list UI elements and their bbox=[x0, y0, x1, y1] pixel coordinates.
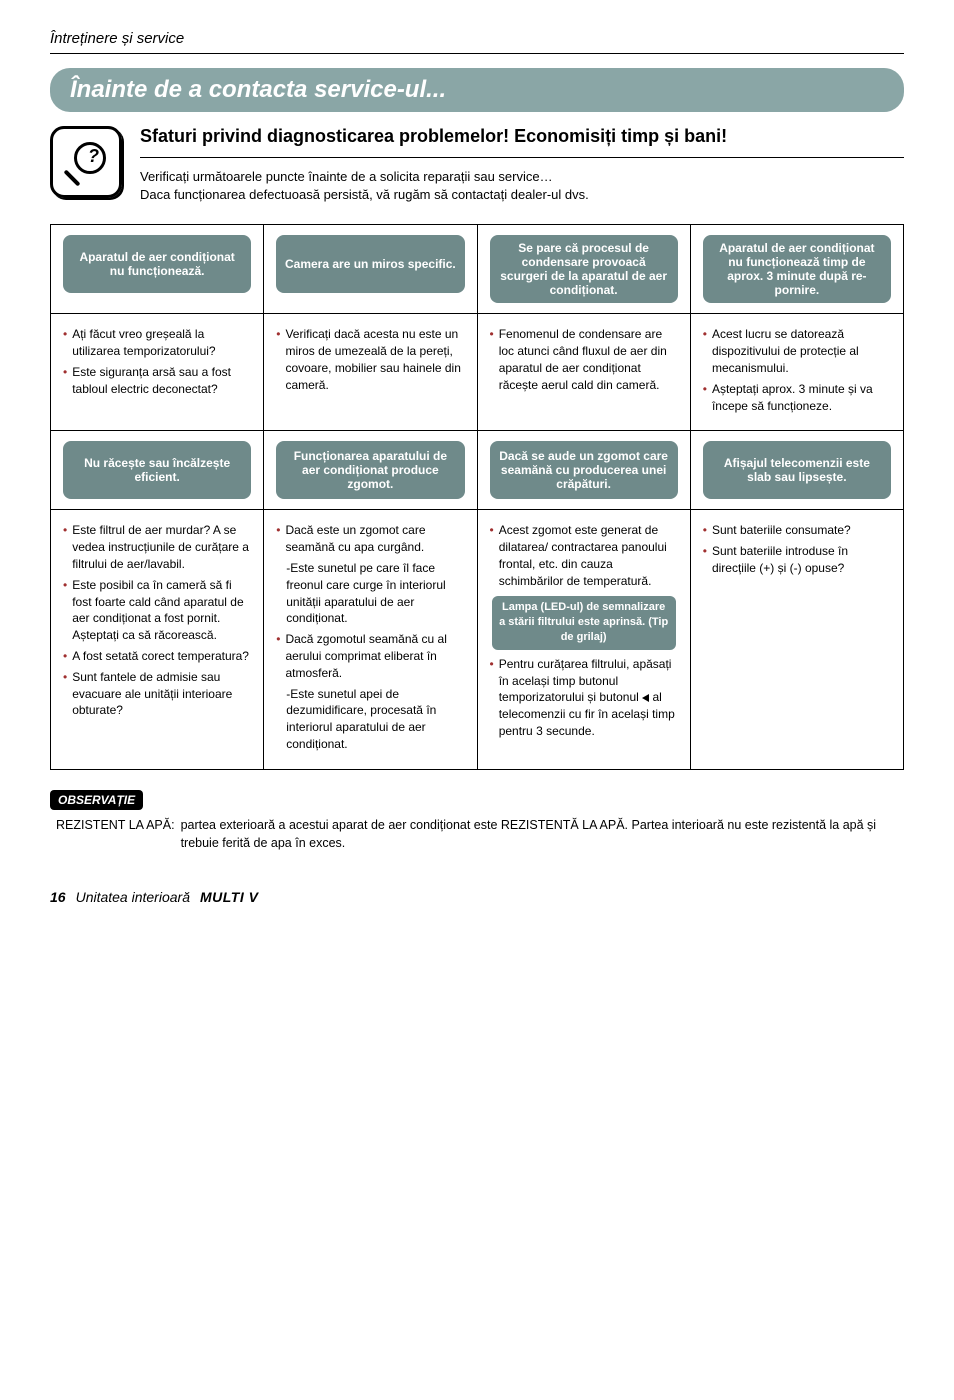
issue-header: Camera are un miros specific. bbox=[276, 235, 464, 293]
help-magnifier-icon: ? bbox=[50, 126, 122, 198]
issue-header: Dacă se aude un zgomot care seamănă cu p… bbox=[490, 441, 678, 499]
issue-item: Ați făcut vreo greșeală la utilizarea te… bbox=[72, 326, 251, 360]
lead-title: Sfaturi privind diagnosticarea problemel… bbox=[140, 126, 904, 158]
bullet-dot: • bbox=[703, 543, 707, 577]
lead-section: ? Sfaturi privind diagnosticarea problem… bbox=[50, 126, 904, 204]
issue-item: Sunt bateriile introduse în direcțiile (… bbox=[712, 543, 891, 577]
issue-header: Nu răcește sau încălzește eficient. bbox=[63, 441, 251, 499]
page-number: 16 bbox=[50, 889, 66, 905]
issue-item: Este filtrul de aer murdar? A se vedea i… bbox=[72, 522, 251, 572]
bullet-dot: • bbox=[63, 522, 67, 572]
footer-text: Unitatea interioară bbox=[76, 889, 190, 905]
issue-item: Este posibil ca în cameră să fi fost foa… bbox=[72, 577, 251, 644]
issue-header: Afișajul telecomenzii este slab sau lips… bbox=[703, 441, 891, 499]
issue-header: Funcționarea aparatului de aer condițion… bbox=[276, 441, 464, 499]
bullet-dot: • bbox=[703, 326, 707, 376]
issue-header: Aparatul de aer condiționat nu funcțione… bbox=[63, 235, 251, 293]
title-bar-text: Înainte de a contacta service-ul... bbox=[70, 76, 446, 103]
issue-body: •Acest lucru se datorează dispozitivului… bbox=[699, 324, 895, 420]
issue-item: Așteptați aprox. 3 minute și va începe s… bbox=[712, 381, 891, 415]
issue-item: Verificați dacă acesta nu este un miros … bbox=[285, 326, 464, 393]
bullet-dot: • bbox=[63, 364, 67, 398]
issue-item: Dacă este un zgomot care seamănă cu apa … bbox=[285, 522, 464, 556]
issue-header: Se pare că procesul de condensare provoa… bbox=[490, 235, 678, 303]
issue-body: •Este filtrul de aer murdar? A se vedea … bbox=[59, 520, 255, 725]
bullet-dot: • bbox=[63, 648, 67, 665]
issue-body: •Verificați dacă acesta nu este un miros… bbox=[272, 324, 468, 399]
title-bar: Înainte de a contacta service-ul... bbox=[50, 68, 904, 112]
issue-item: Sunt bateriile consumate? bbox=[712, 522, 891, 539]
bullet-dot: • bbox=[490, 326, 494, 393]
bullet-dot: • bbox=[490, 656, 494, 740]
issue-item: -Este sunetul apei de dezumidificare, pr… bbox=[286, 686, 464, 753]
issue-item: Acest lucru se datorează dispozitivului … bbox=[712, 326, 891, 376]
issue-body: •Dacă este un zgomot care seamănă cu apa… bbox=[272, 520, 468, 758]
issue-header: Aparatul de aer condiționat nu funcțione… bbox=[703, 235, 891, 303]
note-entry-text: partea exterioară a acestui aparat de ae… bbox=[181, 816, 904, 854]
triangle-left-icon bbox=[642, 694, 649, 702]
lead-desc-1: Verificați următoarele puncte înainte de… bbox=[140, 168, 904, 186]
bullet-dot: • bbox=[276, 522, 280, 556]
bullet-dot: • bbox=[276, 326, 280, 393]
issue-body: •Sunt bateriile consumate?•Sunt bateriil… bbox=[699, 520, 895, 582]
bullet-dot: • bbox=[703, 522, 707, 539]
issue-body: •Fenomenul de condensare are loc atunci … bbox=[486, 324, 682, 399]
lead-desc-2: Daca funcționarea defectuoasă persistă, … bbox=[140, 186, 904, 204]
note-section: OBSERVAȚIE REZISTENT LA APĂ: partea exte… bbox=[50, 790, 904, 854]
bullet-dot: • bbox=[63, 326, 67, 360]
sub-issue-header: Lampa (LED-ul) de semnalizare a stării f… bbox=[492, 596, 676, 650]
issue-item: Este siguranța arsă sau a fost tabloul e… bbox=[72, 364, 251, 398]
page-header: Întreținere și service bbox=[50, 30, 904, 54]
issue-item: Pentru curățarea filtrului, apăsați în a… bbox=[499, 656, 678, 740]
bullet-dot: • bbox=[63, 669, 67, 719]
issue-item: Fenomenul de condensare are loc atunci c… bbox=[499, 326, 678, 393]
bullet-dot: • bbox=[63, 577, 67, 644]
page-footer: 16 Unitatea interioară MULTI V bbox=[50, 889, 904, 905]
issue-item: -Este sunetul pe care îl face freonul ca… bbox=[286, 560, 464, 627]
issue-item: Acest zgomot este generat de dilatarea/ … bbox=[499, 522, 678, 589]
issue-item: Dacă zgomotul seamănă cu al aerului comp… bbox=[285, 631, 464, 681]
note-entry-label: REZISTENT LA APĂ: bbox=[56, 816, 181, 854]
bullet-dot: • bbox=[276, 631, 280, 681]
issue-item: Sunt fantele de admisie sau evacuare ale… bbox=[72, 669, 251, 719]
issue-body: •Ați făcut vreo greșeală la utilizarea t… bbox=[59, 324, 255, 403]
bullet-dot: • bbox=[703, 381, 707, 415]
bullet-dot: • bbox=[490, 522, 494, 589]
note-label: OBSERVAȚIE bbox=[50, 790, 143, 810]
issue-body: •Acest zgomot este generat de dilatarea/… bbox=[486, 520, 682, 745]
footer-brand: MULTI V bbox=[200, 889, 258, 905]
troubleshooting-table: Aparatul de aer condiționat nu funcțione… bbox=[50, 224, 904, 769]
issue-item: A fost setată corect temperatura? bbox=[72, 648, 251, 665]
